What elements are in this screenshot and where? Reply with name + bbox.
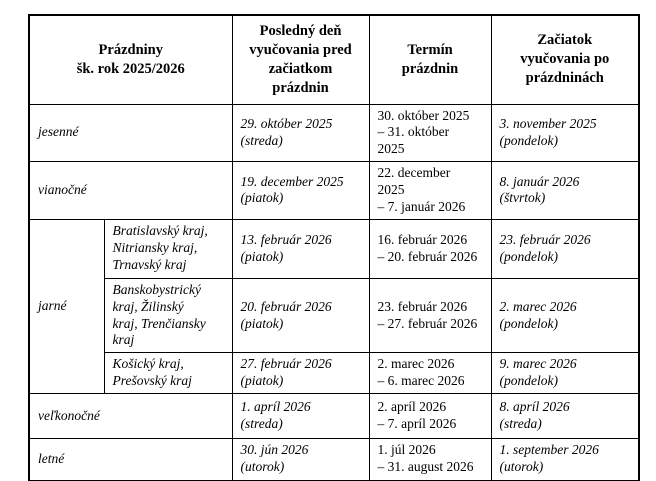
cell-jarne-east-start: 9. marec 2026 (pondelok) bbox=[490, 352, 640, 394]
cell-jesenne-last-day: 29. október 2025 (streda) bbox=[231, 103, 370, 163]
cell-letne-start: 1. september 2026 (utorok) bbox=[490, 438, 640, 481]
cell-velkonocne-start: 8. apríl 2026 (streda) bbox=[490, 393, 640, 439]
cell-jesenne-start: 3. november 2025 (pondelok) bbox=[490, 103, 640, 163]
cell-jarne-central-regions: Banskobystrický kraj, Žilinský kraj, Tre… bbox=[103, 277, 233, 354]
cell-vianocne-start: 8. január 2026 (štvrtok) bbox=[490, 161, 640, 220]
cell-vianocne-term: 22. december 2025 – 7. január 2026 bbox=[368, 161, 492, 220]
header-posledny-den: Posledný deň vyučovania pred začiatkom p… bbox=[231, 14, 370, 105]
cell-jarne-west-term: 16. február 2026 – 20. február 2026 bbox=[368, 218, 492, 279]
cell-letne-last-day: 30. jún 2026 (utorok) bbox=[231, 438, 370, 481]
cell-vianocne-name: vianočné bbox=[28, 161, 233, 220]
cell-jarne-west-start: 23. február 2026 (pondelok) bbox=[490, 218, 640, 279]
table-row-jarne-central: Banskobystrický kraj, Žilinský kraj, Tre… bbox=[29, 277, 640, 354]
cell-letne-term: 1. júl 2026 – 31. august 2026 bbox=[368, 438, 492, 481]
table-row-jesenne: jesenné 29. október 2025 (streda) 30. ok… bbox=[28, 103, 640, 163]
cell-jesenne-term: 30. október 2025 – 31. október 2025 bbox=[368, 103, 492, 163]
table-row-vianocne: vianočné 19. december 2025 (piatok) 22. … bbox=[28, 161, 640, 220]
table-header-row: Prázdniny šk. rok 2025/2026 Posledný deň… bbox=[28, 14, 640, 105]
table-row-jarne-east: Košický kraj, Prešovský kraj 27. február… bbox=[29, 352, 640, 394]
cell-velkonocne-last-day: 1. apríl 2026 (streda) bbox=[231, 393, 370, 439]
header-zaciatok-vyucovania: Začiatok vyučovania po prázdninách bbox=[490, 14, 640, 105]
cell-jesenne-name: jesenné bbox=[28, 103, 233, 163]
table-row-letne: letné 30. jún 2026 (utorok) 1. júl 2026 … bbox=[28, 438, 640, 481]
cell-jarne-east-regions: Košický kraj, Prešovský kraj bbox=[103, 352, 233, 394]
cell-jarne-central-term: 23. február 2026 – 27. február 2026 bbox=[368, 277, 492, 354]
cell-jarne-west-regions: Bratislavský kraj, Nitriansky kraj, Trna… bbox=[103, 218, 233, 279]
cell-jarne-east-last-day: 27. február 2026 (piatok) bbox=[231, 352, 370, 394]
cell-vianocne-last-day: 19. december 2025 (piatok) bbox=[231, 161, 370, 220]
cell-jarne-central-last-day: 20. február 2026 (piatok) bbox=[231, 277, 370, 354]
holiday-schedule-table: Prázdniny šk. rok 2025/2026 Posledný deň… bbox=[28, 14, 641, 481]
cell-velkonocne-name: veľkonočné bbox=[28, 393, 233, 439]
table-row-velkonocne: veľkonočné 1. apríl 2026 (streda) 2. apr… bbox=[28, 393, 640, 439]
cell-jarne-west-last-day: 13. február 2026 (piatok) bbox=[231, 218, 370, 279]
cell-letne-name: letné bbox=[28, 438, 233, 481]
cell-jarne-name: jarné bbox=[28, 218, 105, 395]
cell-velkonocne-term: 2. apríl 2026 – 7. apríl 2026 bbox=[368, 393, 492, 439]
header-termin-prazdnin: Termín prázdnin bbox=[368, 14, 492, 105]
cell-jarne-central-start: 2. marec 2026 (pondelok) bbox=[490, 277, 640, 354]
table-row-jarne-west: jarné Bratislavský kraj, Nitriansky kraj… bbox=[28, 218, 640, 395]
header-prazdniny: Prázdniny šk. rok 2025/2026 bbox=[28, 14, 233, 105]
cell-jarne-east-term: 2. marec 2026 – 6. marec 2026 bbox=[368, 352, 492, 394]
